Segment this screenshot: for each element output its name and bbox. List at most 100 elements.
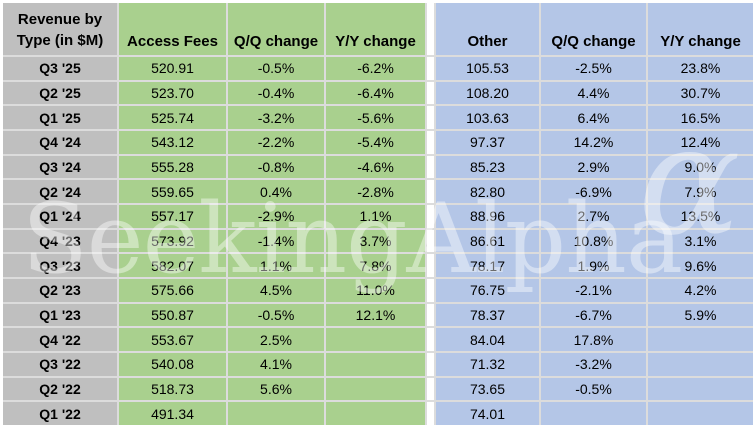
row-label: Q4 '23 <box>3 229 117 253</box>
row-label: Q3 '24 <box>3 155 117 179</box>
other-yy-cell: 5.9% <box>648 303 753 327</box>
other-cell: 88.96 <box>436 204 539 228</box>
corner-header-line1: Revenue by <box>17 10 103 28</box>
row-label: Q1 '25 <box>3 106 117 129</box>
access-fees-cell: 553.67 <box>119 328 226 351</box>
access-yy-cell: -5.6% <box>326 106 425 129</box>
spacer-cell <box>427 180 434 203</box>
access-yy-cell: -5.4% <box>326 130 425 154</box>
row-label: Q3 '23 <box>3 254 117 277</box>
other-cell: 73.65 <box>436 377 539 401</box>
access-qq-cell: -0.8% <box>228 155 324 179</box>
other-qq-cell: 1.9% <box>541 254 646 277</box>
access-qq-cell: -0.5% <box>228 57 324 80</box>
other-yy-cell <box>648 328 753 351</box>
other-cell: 78.37 <box>436 303 539 327</box>
other-yy-cell: 9.6% <box>648 254 753 277</box>
spacer-cell <box>427 303 434 327</box>
access-qq-cell <box>228 402 324 425</box>
access-yy-cell: -6.4% <box>326 81 425 105</box>
corner-header-line2: Type (in $M) <box>16 32 104 50</box>
other-cell: 85.23 <box>436 155 539 179</box>
row-label: Q2 '22 <box>3 377 117 401</box>
access-yy-cell <box>326 352 425 376</box>
row-label: Q2 '25 <box>3 81 117 105</box>
spreadsheet-grid: Revenue by Type (in $M) Access Fees Q/Q … <box>3 3 753 425</box>
other-qq-cell: -2.1% <box>541 278 646 302</box>
access-fees-cell: 540.08 <box>119 352 226 376</box>
other-cell: 74.01 <box>436 402 539 425</box>
access-yy-cell: 3.7% <box>326 229 425 253</box>
access-qq-cell: -1.4% <box>228 229 324 253</box>
other-yy-cell: 12.4% <box>648 130 753 154</box>
spacer-cell <box>427 352 434 376</box>
spacer-cell <box>427 402 434 425</box>
other-qq-cell: -2.5% <box>541 57 646 80</box>
access-yy-cell: 11.0% <box>326 278 425 302</box>
other-qq-cell: -0.5% <box>541 377 646 401</box>
access-fees-cell: 555.28 <box>119 155 226 179</box>
access-qq-cell: 5.6% <box>228 377 324 401</box>
other-cell: 84.04 <box>436 328 539 351</box>
access-yy-cell <box>326 328 425 351</box>
spacer-cell <box>427 57 434 80</box>
row-label: Q2 '23 <box>3 278 117 302</box>
other-yy-cell <box>648 352 753 376</box>
row-label: Q1 '24 <box>3 204 117 228</box>
other-cell: 105.53 <box>436 57 539 80</box>
access-yy-cell: -2.8% <box>326 180 425 203</box>
access-qq-cell: 0.4% <box>228 180 324 203</box>
other-yy-cell: 23.8% <box>648 57 753 80</box>
other-cell: 103.63 <box>436 106 539 129</box>
other-yy-cell: 16.5% <box>648 106 753 129</box>
corner-header: Revenue by Type (in $M) <box>3 3 117 55</box>
row-label: Q4 '24 <box>3 130 117 154</box>
other-yy-cell: 30.7% <box>648 81 753 105</box>
other-qq-cell: 10.8% <box>541 229 646 253</box>
other-cell: 78.17 <box>436 254 539 277</box>
access-qq-cell: -2.2% <box>228 130 324 154</box>
access-yy-cell: 7.8% <box>326 254 425 277</box>
row-label: Q1 '23 <box>3 303 117 327</box>
access-fees-cell: 559.65 <box>119 180 226 203</box>
other-cell: 76.75 <box>436 278 539 302</box>
other-yy-cell: 3.1% <box>648 229 753 253</box>
other-qq-header: Q/Q change <box>541 3 646 55</box>
spacer-cell <box>427 278 434 302</box>
other-qq-cell: 17.8% <box>541 328 646 351</box>
access-fees-cell: 557.17 <box>119 204 226 228</box>
other-yy-cell: 13.5% <box>648 204 753 228</box>
other-qq-cell: -3.2% <box>541 352 646 376</box>
access-qq-cell: -0.5% <box>228 303 324 327</box>
other-cell: 108.20 <box>436 81 539 105</box>
row-label: Q4 '22 <box>3 328 117 351</box>
row-label: Q3 '22 <box>3 352 117 376</box>
spacer-cell <box>427 254 434 277</box>
spacer-cell <box>427 229 434 253</box>
access-yy-header: Y/Y change <box>326 3 425 55</box>
access-yy-cell <box>326 402 425 425</box>
other-yy-cell: 4.2% <box>648 278 753 302</box>
access-fees-cell: 520.91 <box>119 57 226 80</box>
access-fees-cell: 518.73 <box>119 377 226 401</box>
spacer-cell <box>427 81 434 105</box>
other-cell: 86.61 <box>436 229 539 253</box>
access-fees-cell: 525.74 <box>119 106 226 129</box>
row-label: Q3 '25 <box>3 57 117 80</box>
access-qq-cell: 4.5% <box>228 278 324 302</box>
other-yy-header: Y/Y change <box>648 3 753 55</box>
spacer-cell <box>427 328 434 351</box>
other-qq-cell: 4.4% <box>541 81 646 105</box>
spacer-cell <box>427 155 434 179</box>
access-qq-cell: -0.4% <box>228 81 324 105</box>
other-yy-cell <box>648 377 753 401</box>
access-qq-cell: -2.9% <box>228 204 324 228</box>
access-fees-cell: 543.12 <box>119 130 226 154</box>
other-cell: 71.32 <box>436 352 539 376</box>
other-qq-cell <box>541 402 646 425</box>
other-qq-cell: 2.7% <box>541 204 646 228</box>
access-qq-cell: 4.1% <box>228 352 324 376</box>
access-fees-cell: 550.87 <box>119 303 226 327</box>
spacer-column-header <box>427 3 434 55</box>
